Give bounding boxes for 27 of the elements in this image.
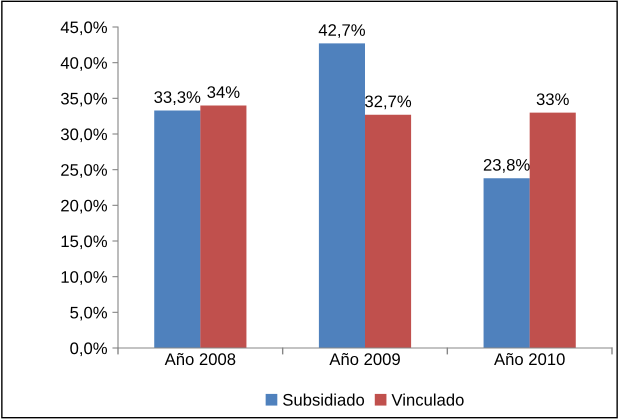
bar [484, 178, 530, 348]
y-tick-label: 10,0% [62, 271, 107, 285]
bar [154, 110, 200, 348]
bar [200, 105, 246, 348]
y-tick-label: 20,0% [61, 200, 107, 214]
legend-label: Vinculado [392, 393, 464, 406]
data-label: 42,7% [318, 24, 365, 38]
x-tick-label: Año 2010 [494, 352, 565, 366]
y-tick-label: 45,0% [60, 21, 107, 36]
bar [365, 114, 412, 348]
x-tick-label: Año 2008 [164, 352, 236, 366]
y-tick-label: 0,0% [70, 342, 107, 356]
data-label: 33,3% [154, 91, 200, 105]
data-label: 34% [207, 86, 240, 98]
y-tick-label: 15,0% [62, 235, 107, 250]
data-label: 33% [536, 93, 569, 106]
data-label: 23,8% [484, 158, 530, 173]
y-tick-label: 30,0% [60, 128, 107, 142]
data-label: 32,7% [365, 95, 412, 110]
y-tick-label: 35,0% [60, 92, 107, 107]
y-tick-label: 5,0% [70, 306, 107, 321]
y-tick-label: 25,0% [61, 164, 107, 178]
x-tick-label: Año 2009 [329, 352, 400, 366]
y-tick-label: 40,0% [60, 57, 107, 71]
bar [530, 112, 576, 348]
bar [318, 43, 365, 348]
legend-label: Subsidiado [283, 393, 364, 406]
